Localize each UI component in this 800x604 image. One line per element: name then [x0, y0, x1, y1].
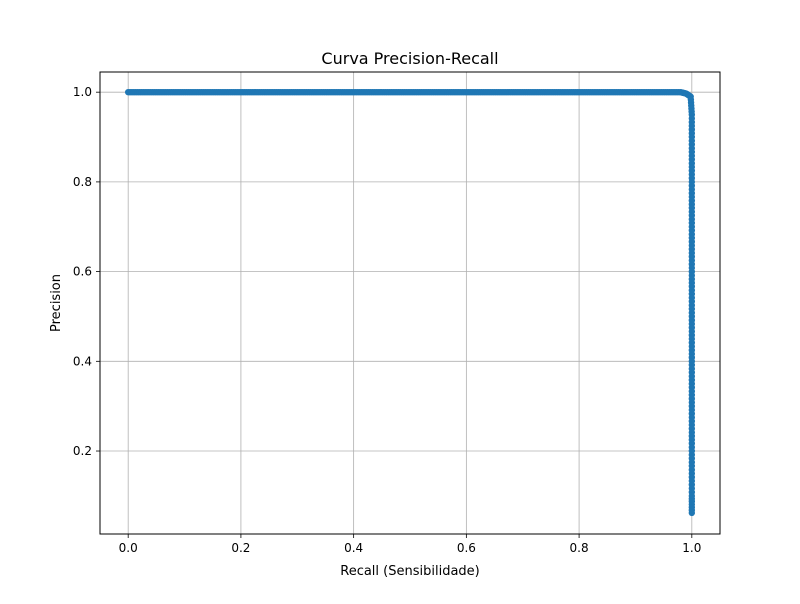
y-tick-label: 0.6	[73, 265, 92, 279]
x-tick-label: 1.0	[682, 541, 701, 555]
x-axis: 0.0 0.2 0.4 0.6 0.8 1.0	[119, 534, 701, 555]
y-axis-label: Precision	[49, 274, 64, 332]
plot-frame	[99, 71, 721, 535]
x-tick-label: 0.2	[231, 541, 250, 555]
chart-title: Curva Precision-Recall	[321, 49, 498, 68]
x-tick-label: 0.6	[457, 541, 476, 555]
y-tick-label: 0.2	[73, 444, 92, 458]
series-layer	[124, 88, 696, 517]
y-tick-label: 1.0	[73, 85, 92, 99]
data-point	[688, 509, 696, 517]
y-tick-label: 0.4	[73, 354, 92, 368]
x-tick-label: 0.0	[119, 541, 138, 555]
x-axis-label: Recall (Sensibilidade)	[340, 564, 480, 579]
y-tick-label: 0.8	[73, 175, 92, 189]
x-tick-label: 0.8	[570, 541, 589, 555]
x-tick-label: 0.4	[344, 541, 363, 555]
y-axis: 0.2 0.4 0.6 0.8 1.0	[73, 85, 100, 458]
